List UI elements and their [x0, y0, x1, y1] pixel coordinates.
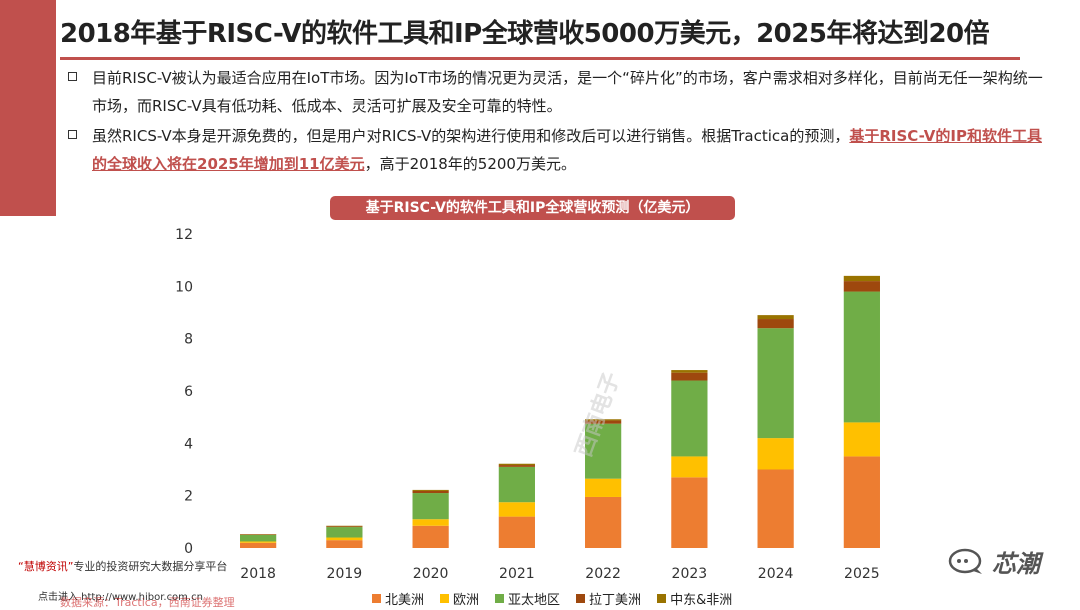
- bar-segment: [844, 281, 880, 291]
- bar-segment: [844, 276, 880, 281]
- y-tick-label: 0: [184, 541, 193, 557]
- footer-note-text: 专业的投资研究大数据分享平台: [73, 560, 227, 573]
- legend-item: 亚太地区: [495, 589, 560, 607]
- x-tick-label: 2022: [585, 566, 621, 582]
- x-tick-label: 2023: [672, 566, 708, 582]
- bar-segment: [844, 456, 880, 548]
- bar-segment: [758, 328, 794, 438]
- chat-bubble-icon: [948, 547, 988, 577]
- bar-segment: [671, 370, 707, 373]
- legend-swatch: [372, 594, 381, 603]
- bar-segment: [413, 519, 449, 526]
- bar-segment: [844, 292, 880, 423]
- bar-segment: [326, 526, 362, 527]
- bar-segment: [758, 470, 794, 549]
- bar-segment: [671, 477, 707, 548]
- legend-item: 欧洲: [440, 589, 479, 607]
- chart-legend: 北美洲 欧洲 亚太地区 拉丁美洲 中东&非洲: [372, 589, 748, 607]
- bar-segment: [240, 543, 276, 548]
- legend-label: 欧洲: [453, 589, 479, 608]
- brand-logo: 芯潮: [948, 544, 1040, 579]
- bar-segment: [758, 438, 794, 469]
- bar-segment: [413, 490, 449, 491]
- bar-segment: [240, 535, 276, 542]
- bar-segment: [671, 381, 707, 457]
- bar-segment: [326, 540, 362, 548]
- y-tick-label: 2: [184, 489, 193, 505]
- bar-segment: [413, 491, 449, 493]
- x-tick-label: 2018: [240, 566, 276, 582]
- bar-segment: [499, 502, 535, 516]
- bar-segment: [413, 493, 449, 519]
- bar-segment: [585, 497, 621, 548]
- x-tick-label: 2021: [499, 566, 535, 582]
- footer-note: “慧博资讯”专业的投资研究大数据分享平台: [18, 558, 227, 574]
- x-tick-label: 2020: [413, 566, 449, 582]
- footer-brand: “慧博资讯”: [18, 560, 73, 573]
- bar-segment: [240, 534, 276, 535]
- legend-item: 拉丁美洲: [576, 589, 641, 607]
- bar-segment: [326, 527, 362, 537]
- legend-label: 拉丁美洲: [589, 589, 641, 608]
- bar-segment: [671, 456, 707, 477]
- bar-segment: [499, 465, 535, 467]
- y-tick-label: 6: [184, 384, 193, 400]
- y-tick-label: 4: [184, 436, 193, 452]
- bar-segment: [758, 315, 794, 319]
- bar-segment: [413, 526, 449, 548]
- bar-segment: [499, 464, 535, 465]
- legend-swatch: [440, 594, 449, 603]
- legend-label: 北美洲: [385, 589, 424, 608]
- legend-swatch: [576, 594, 585, 603]
- logo-text: 芯潮: [992, 544, 1040, 579]
- x-tick-label: 2024: [758, 566, 794, 582]
- y-tick-label: 12: [175, 227, 193, 243]
- bar-segment: [499, 517, 535, 548]
- bar-segment: [671, 373, 707, 381]
- x-tick-label: 2025: [844, 566, 880, 582]
- legend-item: 中东&非洲: [657, 589, 732, 607]
- legend-item: 北美洲: [372, 589, 424, 607]
- legend-swatch: [495, 594, 504, 603]
- bar-segment: [326, 538, 362, 541]
- bar-segment: [326, 526, 362, 527]
- legend-label: 中东&非洲: [670, 589, 732, 608]
- bar-segment: [240, 541, 276, 542]
- bar-segment: [758, 319, 794, 328]
- x-tick-label: 2019: [327, 566, 363, 582]
- y-tick-label: 8: [184, 332, 193, 348]
- bar-segment: [585, 479, 621, 497]
- bar-segment: [844, 422, 880, 456]
- bar-segment: [499, 467, 535, 502]
- legend-swatch: [657, 594, 666, 603]
- legend-label: 亚太地区: [508, 589, 560, 608]
- y-tick-label: 10: [175, 279, 193, 295]
